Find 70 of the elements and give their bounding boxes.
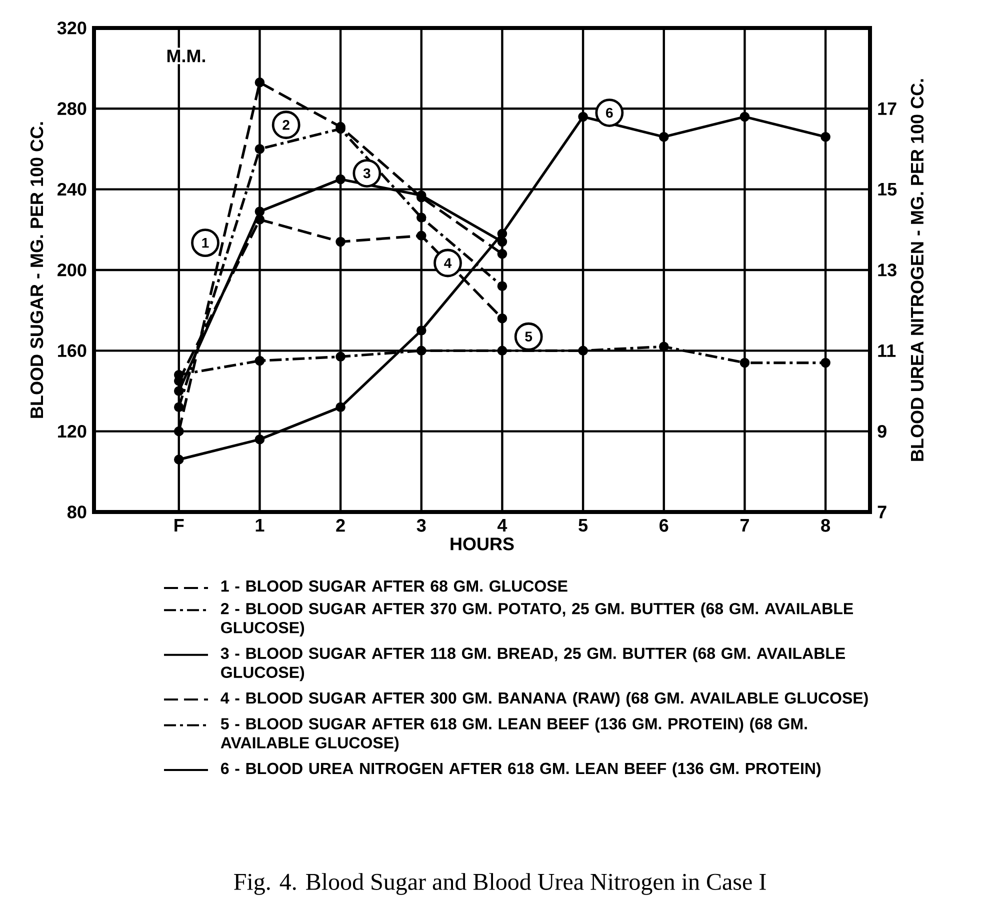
point — [336, 402, 346, 412]
point — [497, 313, 508, 324]
point — [578, 112, 588, 122]
point — [254, 78, 265, 88]
point — [174, 402, 184, 412]
point — [416, 326, 426, 336]
annotation: 1 — [202, 238, 209, 248]
point — [497, 346, 508, 356]
point — [416, 212, 426, 222]
point — [336, 236, 346, 247]
x-tick-label: 4 — [497, 519, 508, 532]
text: Fig. 4. Blood Sugar and Blood Urea Nitrogen in Case I — [234, 873, 766, 895]
point — [174, 426, 184, 436]
point — [497, 236, 508, 247]
y-tick-label: 280 — [58, 102, 86, 116]
x-tick-label: 8 — [821, 519, 830, 532]
point — [740, 358, 750, 368]
legend-label: 6 - BLOOD UREA NITROGEN AFTER 618 GM. LEAN BEEF (136 GM. PROTEIN) — [221, 762, 821, 778]
point — [254, 356, 265, 366]
y-tick-label: 240 — [58, 182, 86, 196]
point — [497, 228, 508, 239]
annotation: 6 — [606, 108, 613, 118]
point — [174, 386, 184, 396]
y-tick-label: 80 — [67, 506, 86, 518]
point — [658, 132, 669, 142]
y-tick-label: 120 — [58, 424, 86, 438]
point — [820, 358, 830, 368]
annotation: 3 — [363, 168, 370, 178]
x-tick-label: 5 — [578, 519, 588, 532]
point — [254, 214, 265, 224]
x-tick-label: 1 — [256, 519, 264, 532]
point — [336, 174, 346, 184]
point — [497, 281, 508, 292]
x-tick-label: 3 — [416, 519, 426, 532]
point — [254, 206, 265, 216]
y-tick-label: 160 — [58, 344, 86, 358]
y2-tick-label: 17 — [878, 102, 896, 115]
legend-label: 5 - BLOOD SUGAR AFTER 618 GM. LEAN BEEF (136 GM. PROTEIN) (68 GM. AVAILABLE GLUCOSE) — [220, 718, 807, 752]
legend-label: 3 - BLOOD SUGAR AFTER 118 GM. BREAD, 25 GM. BUTTER (68 GM. AVAILABLE GLUCOSE) — [220, 647, 845, 682]
x-tick-label: 2 — [336, 519, 345, 532]
point — [254, 144, 265, 154]
annotation: 5 — [525, 332, 532, 342]
y2-tick-label: 15 — [878, 183, 897, 196]
annotation: 2 — [282, 120, 290, 130]
y2-axis-title: BLOOD UREA NITROGEN - MG. PER 100 CC. — [910, 79, 924, 461]
y-axis-title: BLOOD SUGAR - MG. PER 100 CC. — [30, 122, 44, 418]
x-tick-label: F — [174, 519, 184, 532]
point — [336, 352, 346, 362]
legend-label: 4 - BLOOD SUGAR AFTER 300 GM. BANANA (RAW) (68 GM. AVAILABLE GLUCOSE) — [220, 692, 868, 707]
legend-label: 1 - BLOOD SUGAR AFTER 68 GM. GLUCOSE — [221, 580, 568, 592]
annotation: 4 — [444, 258, 452, 268]
point — [254, 434, 265, 444]
y-tick-label: 200 — [58, 264, 86, 276]
point — [820, 132, 830, 142]
point — [497, 248, 508, 259]
y-tick-label: 320 — [57, 22, 86, 34]
y2-tick-label: 7 — [878, 506, 886, 518]
legend-label: 2 - BLOOD SUGAR AFTER 370 GM. POTATO, 25 GM. BUTTER (68 GM. AVAILABLE GLUCOSE) — [220, 602, 853, 636]
y2-tick-label: 11 — [878, 344, 896, 357]
x-tick-label: 7 — [740, 519, 749, 532]
point — [416, 230, 426, 241]
x-axis-title: HOURS — [450, 538, 514, 550]
point — [416, 346, 426, 356]
y2-tick-label: 9 — [878, 424, 886, 438]
annotation: M.M. — [167, 50, 205, 62]
x-tick-label: 6 — [660, 519, 668, 532]
point — [174, 454, 184, 464]
point — [740, 112, 750, 122]
y2-tick-label: 13 — [878, 264, 896, 276]
point — [578, 346, 588, 356]
